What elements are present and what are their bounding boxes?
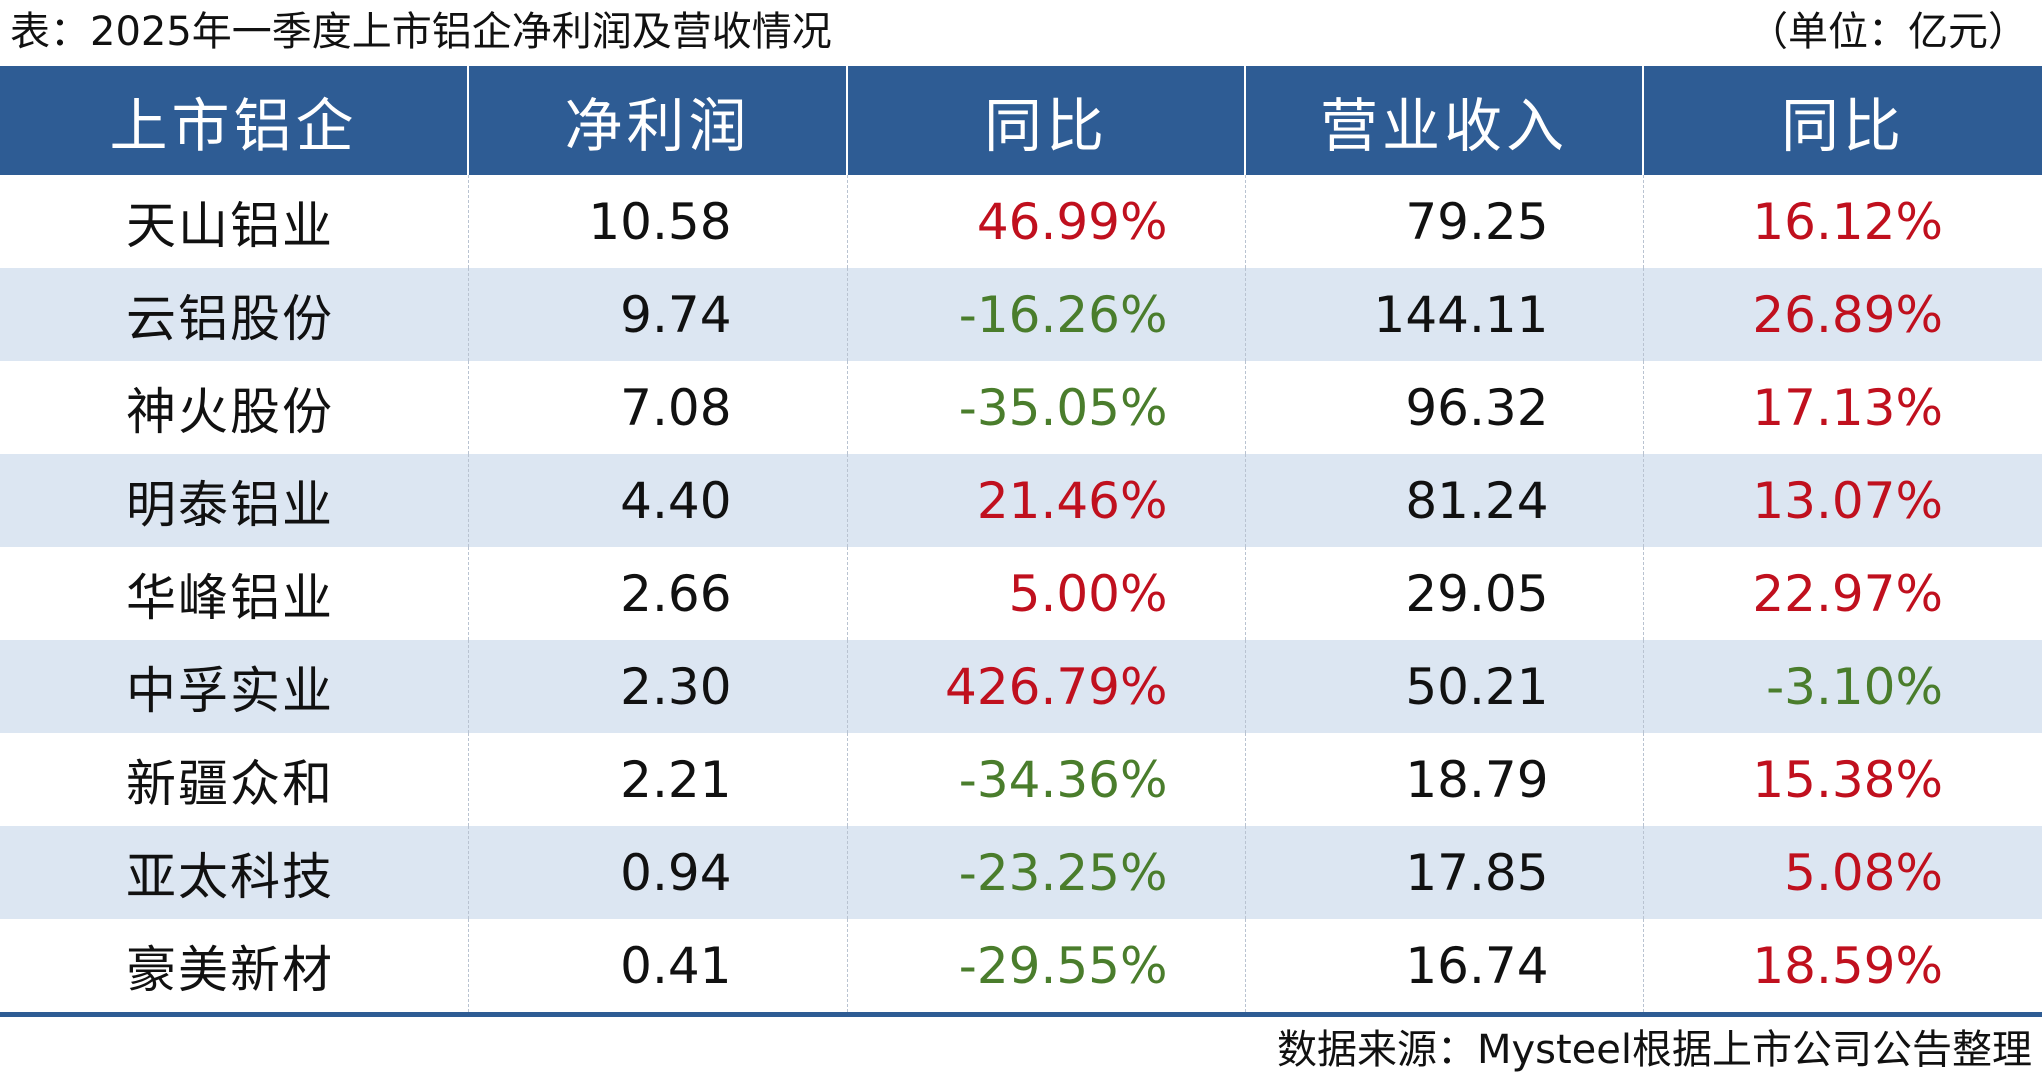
net-profit-yoy-cell: -23.25% [846,826,1245,919]
revenue-cell: 81.24 [1244,454,1643,547]
net-profit-yoy-cell: 5.00% [846,547,1245,640]
company-cell: 明泰铝业 [0,454,468,547]
header-row: 上市铝企 净利润 同比 营业收入 同比 [0,66,2042,175]
company-cell: 新疆众和 [126,754,334,813]
header-company: 上市铝企 [0,66,468,175]
net-profit-cell: 2.30 [467,640,847,733]
net-profit-yoy-cell: -34.36% [846,733,1245,826]
table-caption: 表：2025年一季度上市铝企净利润及营收情况 （单位：亿元） [0,0,2042,66]
revenue-cell: 16.74 [1244,919,1643,1017]
revenue-cell: 18.79 [1244,733,1643,826]
data-source-note: 数据来源：Mysteel根据上市公司公告整理 [1276,1027,2032,1073]
net-profit-cell: 2.66 [467,547,847,640]
revenue-yoy-cell: 26.89% [1642,268,2042,361]
company-cell: 神火股份 [126,382,334,441]
revenue-yoy-cell: 18.59% [1642,919,2042,1017]
revenue-yoy-cell: 16.12% [1642,175,2042,268]
table-row: 天山铝业 10.58 46.99% 79.25 16.12% [0,175,2042,268]
revenue-yoy-cell: 17.13% [1642,361,2042,454]
revenue-yoy-cell: 5.08% [1642,826,2042,919]
header-net-profit: 净利润 [467,66,847,175]
company-cell: 中孚实业 [0,640,468,733]
table-row: 神火股份 7.08 -35.05% 96.32 17.13% [0,361,2042,454]
revenue-yoy-cell: -3.10% [1642,640,2042,733]
revenue-cell: 96.32 [1244,361,1643,454]
table-title: 表：2025年一季度上市铝企净利润及营收情况 [10,9,832,55]
unit-label: （单位：亿元） [1748,9,2028,55]
net-profit-cell: 7.08 [467,361,847,454]
net-profit-yoy-cell: -29.55% [846,919,1245,1017]
net-profit-cell: 4.40 [467,454,847,547]
company-cell: 华峰铝业 [126,568,334,627]
header-net-profit-yoy: 同比 [846,66,1245,175]
table-body: 天山铝业 10.58 46.99% 79.25 16.12% 云铝股份 9.74… [0,175,2042,1017]
company-cell: 云铝股份 [0,268,468,361]
revenue-cell: 50.21 [1244,640,1643,733]
net-profit-yoy-cell: -16.26% [846,268,1245,361]
revenue-yoy-cell: 13.07% [1642,454,2042,547]
company-cell: 豪美新材 [0,919,468,1017]
revenue-cell: 29.05 [1244,547,1643,640]
aluminum-companies-table: 上市铝企 净利润 同比 营业收入 同比 天山铝业 10.58 46.99% 79… [0,66,2042,1017]
net-profit-cell: 9.74 [467,268,847,361]
company-cell: 亚太科技 [0,826,468,919]
table-header: 上市铝企 净利润 同比 营业收入 同比 [0,66,2042,175]
header-revenue-yoy: 同比 [1642,66,2042,175]
table-row: 中孚实业 2.30 426.79% 50.21 -3.10% [0,640,2042,733]
net-profit-yoy-cell: 21.46% [846,454,1245,547]
revenue-cell: 79.25 [1244,175,1643,268]
net-profit-cell: 0.94 [467,826,847,919]
revenue-yoy-cell: 15.38% [1642,733,2042,826]
revenue-yoy-cell: 22.97% [1642,547,2042,640]
table-row: 新疆众和 2.21 -34.36% 18.79 15.38% [0,733,2042,826]
table-row: 明泰铝业 4.40 21.46% 81.24 13.07% [0,454,2042,547]
net-profit-yoy-cell: 426.79% [846,640,1245,733]
company-cell: 天山铝业 [126,196,334,255]
table-row: 华峰铝业 2.66 5.00% 29.05 22.97% [0,547,2042,640]
net-profit-yoy-cell: 46.99% [846,175,1245,268]
revenue-cell: 17.85 [1244,826,1643,919]
net-profit-cell: 2.21 [467,733,847,826]
table-row: 亚太科技 0.94 -23.25% 17.85 5.08% [0,826,2042,919]
net-profit-yoy-cell: -35.05% [846,361,1245,454]
net-profit-cell: 10.58 [467,175,847,268]
table-row: 云铝股份 9.74 -16.26% 144.11 26.89% [0,268,2042,361]
header-revenue: 营业收入 [1244,66,1643,175]
table-row: 豪美新材 0.41 -29.55% 16.74 18.59% [0,919,2042,1017]
revenue-cell: 144.11 [1244,268,1643,361]
net-profit-cell: 0.41 [467,919,847,1017]
